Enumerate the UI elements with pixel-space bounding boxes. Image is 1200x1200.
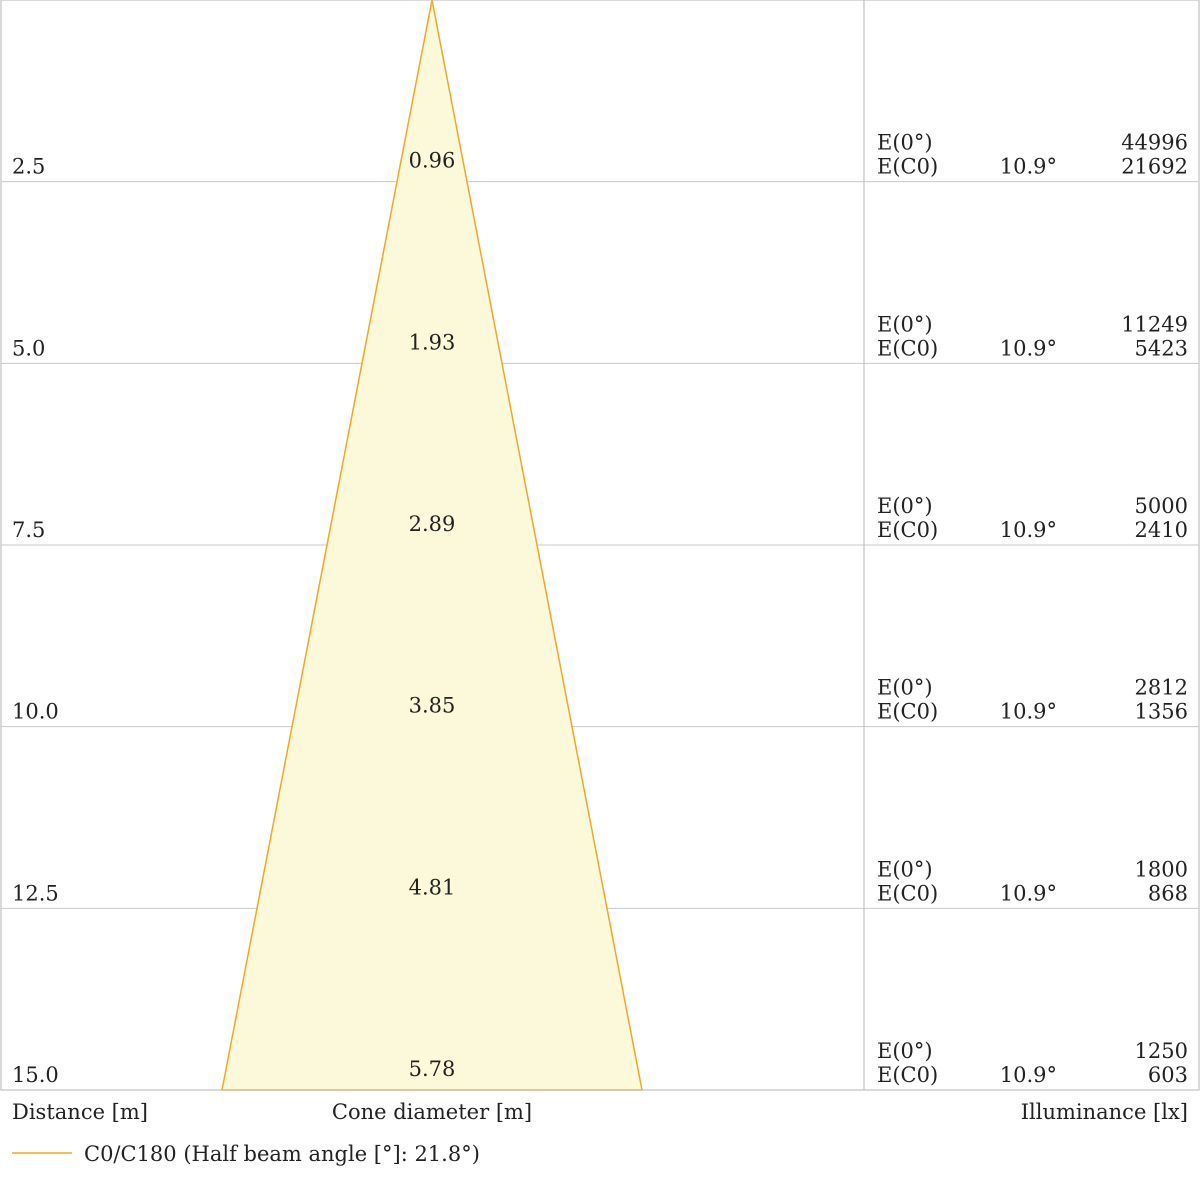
cone-diameter-label: 4.81: [409, 875, 456, 899]
angle-value: 10.9°: [1000, 881, 1057, 905]
e0-label: E(0°): [877, 1039, 933, 1063]
distance-tick-label: 7.5: [12, 518, 45, 542]
angle-value: 10.9°: [1000, 1063, 1057, 1087]
ec0-label: E(C0): [877, 881, 938, 905]
y-axis-label: Illuminance [lx]: [1021, 1100, 1188, 1124]
distance-tick-label: 10.0: [12, 700, 59, 724]
e0-label: E(0°): [877, 857, 933, 881]
chart-frame: [0, 0, 1200, 1091]
e0-label: E(0°): [877, 494, 933, 518]
e0-label: E(0°): [877, 676, 933, 700]
cone-diameter-label: 5.78: [409, 1057, 456, 1081]
ec0-label: E(C0): [877, 518, 938, 542]
e0-value: 11249: [1121, 312, 1188, 336]
cone-diameter-label: 2.89: [409, 512, 456, 536]
angle-value: 10.9°: [1000, 518, 1057, 542]
distance-tick-label: 2.5: [12, 155, 45, 179]
e0-value: 2812: [1135, 676, 1188, 700]
e0-value: 1800: [1135, 857, 1188, 881]
ec0-value: 5423: [1135, 336, 1188, 360]
cone-diameter-label: 1.93: [409, 330, 456, 354]
distance-tick-label: 5.0: [12, 336, 45, 360]
angle-value: 10.9°: [1000, 700, 1057, 724]
ec0-label: E(C0): [877, 155, 938, 179]
ec0-value: 868: [1148, 881, 1188, 905]
angle-value: 10.9°: [1000, 336, 1057, 360]
e0-value: 44996: [1121, 131, 1188, 155]
legend-label: C0/C180 (Half beam angle [°]: 21.8°): [84, 1142, 480, 1166]
e0-label: E(0°): [877, 131, 933, 155]
x-axis-label: Distance [m]: [12, 1100, 148, 1124]
ec0-label: E(C0): [877, 336, 938, 360]
angle-value: 10.9°: [1000, 155, 1057, 179]
ec0-value: 2410: [1135, 518, 1188, 542]
ec0-value: 21692: [1121, 155, 1188, 179]
cone-axis-label: Cone diameter [m]: [332, 1100, 532, 1124]
cone-diameter-label: 0.96: [409, 149, 456, 173]
ec0-label: E(C0): [877, 1063, 938, 1087]
cone-diameter-label: 3.85: [409, 694, 456, 718]
ec0-label: E(C0): [877, 700, 938, 724]
grid-lines: [1, 181, 1199, 909]
e0-value: 1250: [1135, 1039, 1188, 1063]
distance-tick-label: 12.5: [12, 881, 59, 905]
e0-label: E(0°): [877, 312, 933, 336]
ec0-value: 1356: [1135, 700, 1188, 724]
distance-tick-label: 15.0: [12, 1063, 59, 1087]
ec0-value: 603: [1148, 1063, 1188, 1087]
e0-value: 5000: [1135, 494, 1188, 518]
